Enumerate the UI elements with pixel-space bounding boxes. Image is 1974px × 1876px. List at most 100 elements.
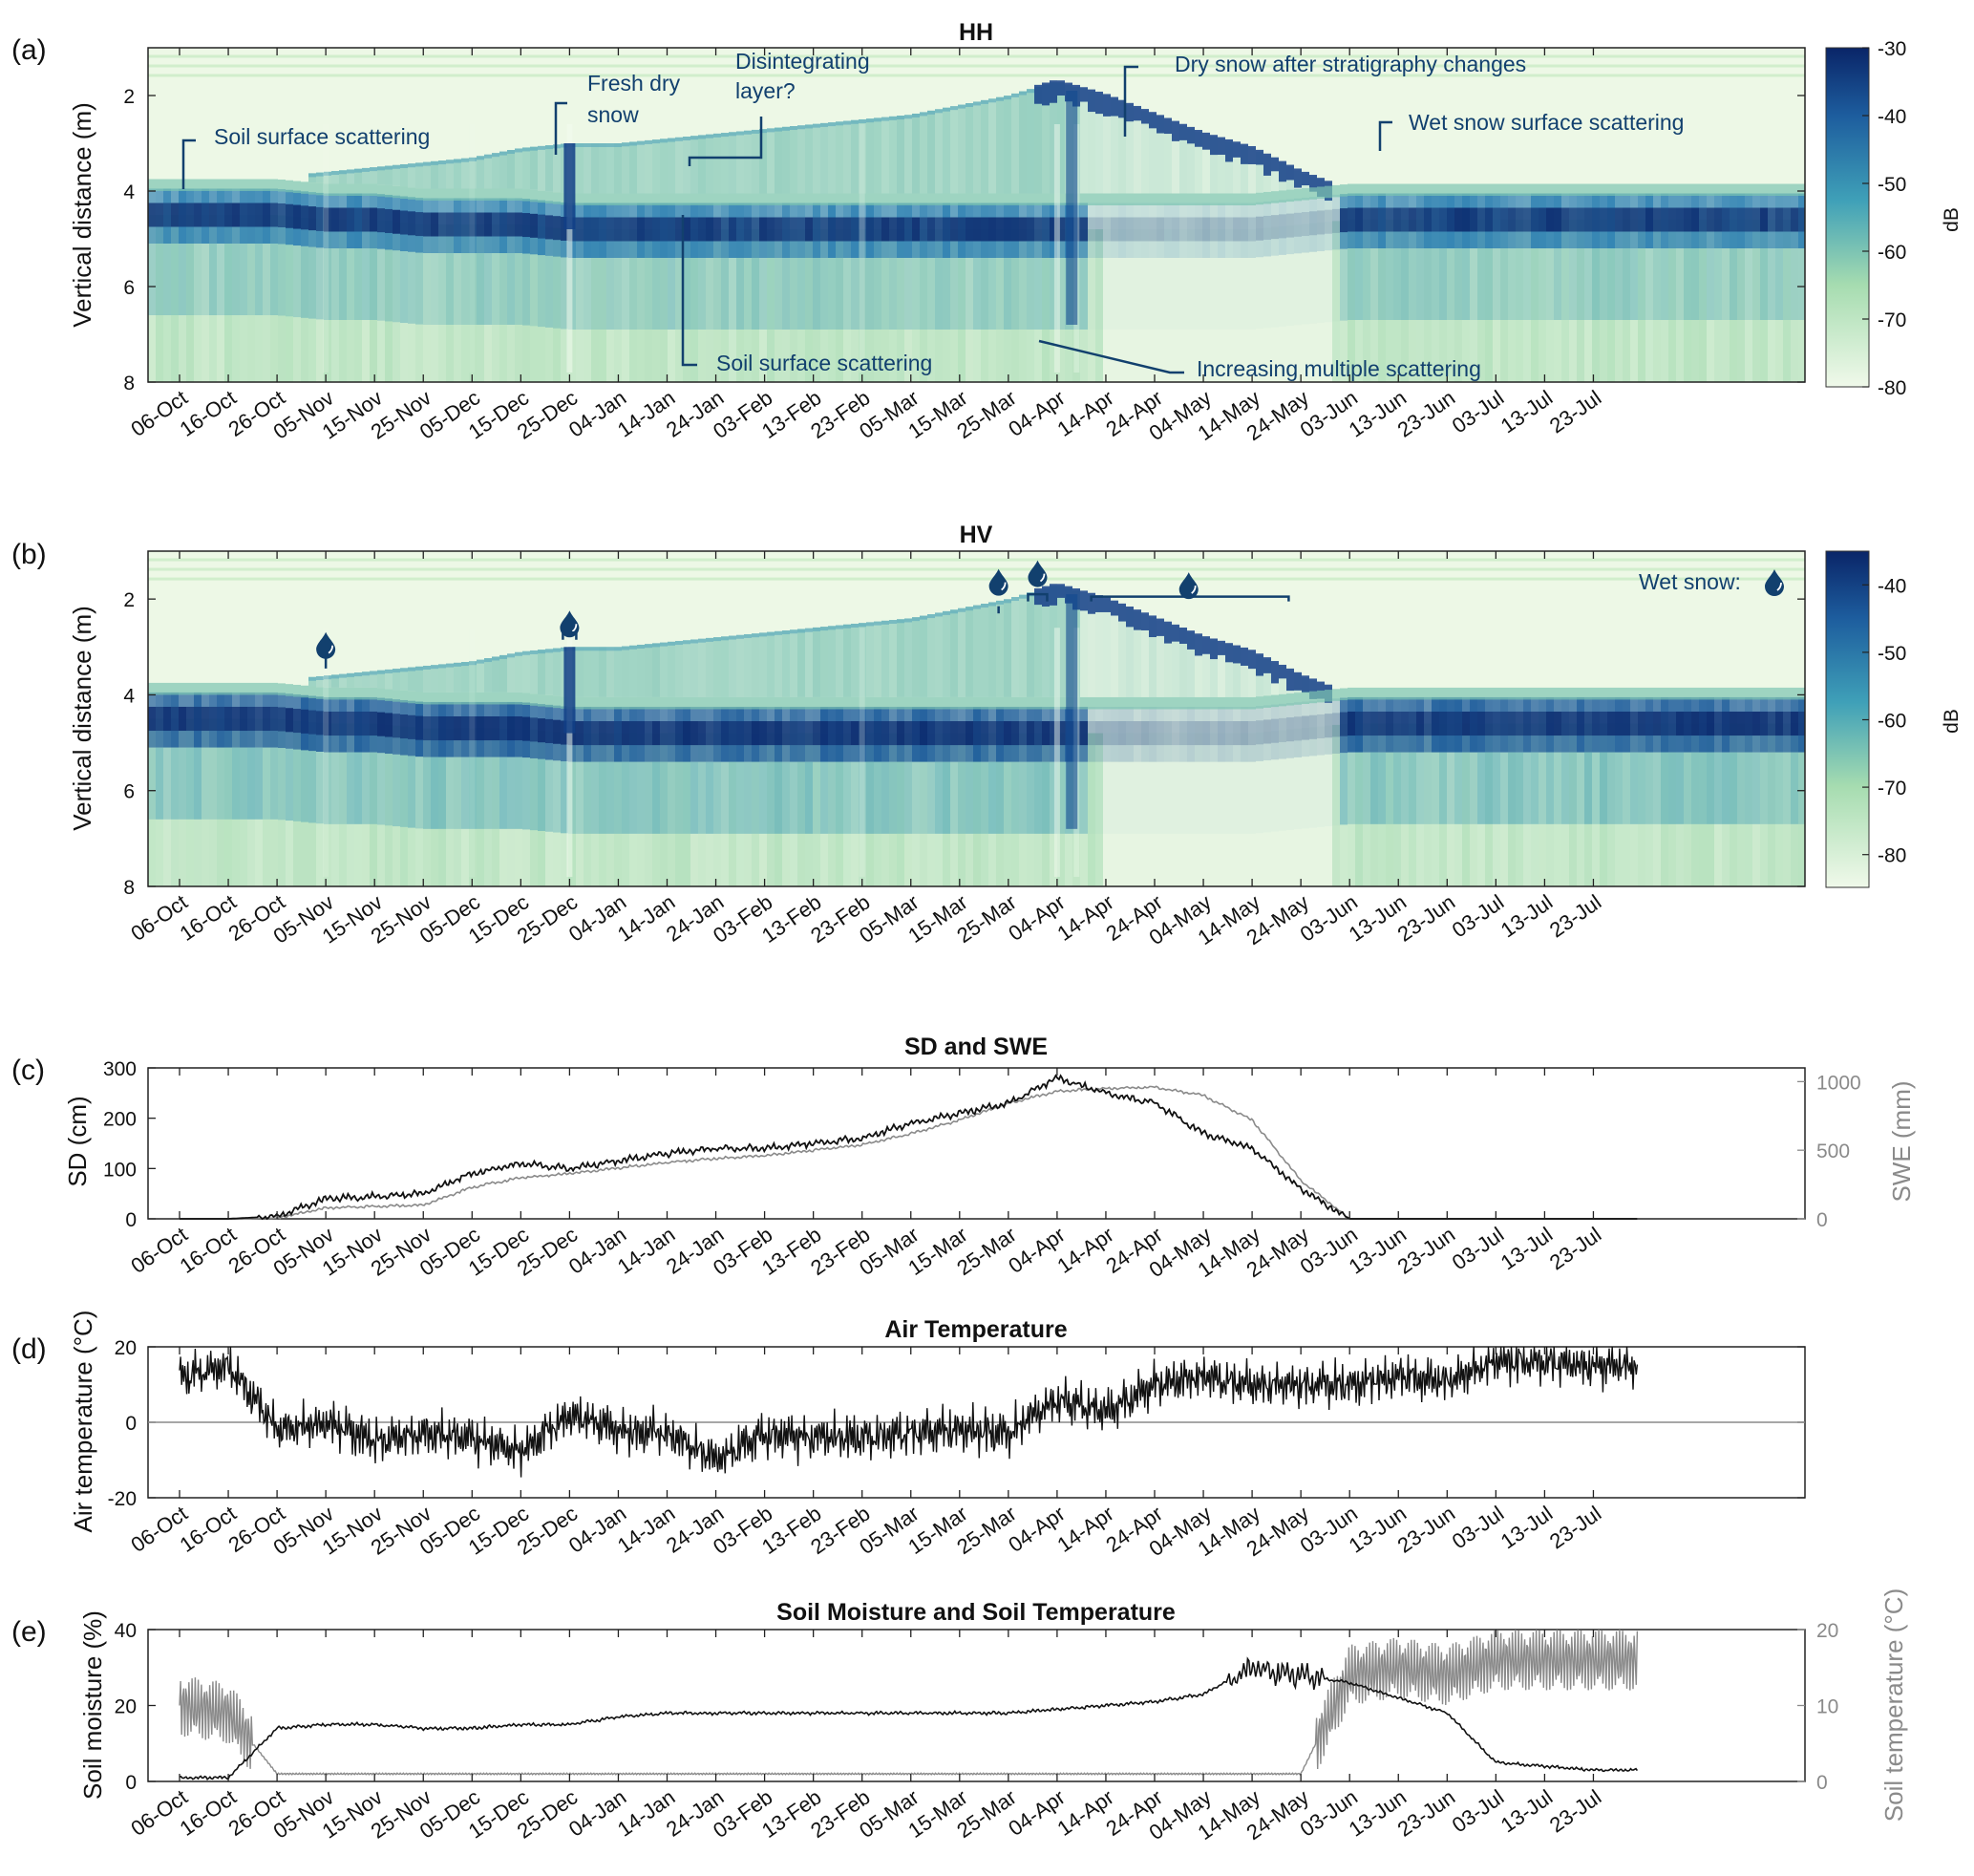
soil-fringe-column [247,682,255,695]
deep-scatter-column [1714,752,1722,824]
soil-band-column [1088,706,1095,762]
deep-scatter-column [1225,761,1233,834]
soil-band-column [1210,203,1218,258]
soil-core-column [782,217,790,242]
subsurface-column [1164,229,1172,382]
snow-surface-return [622,142,629,147]
soil-core-column [904,217,912,242]
deep-scatter-column [790,761,797,834]
deep-scatter-column [759,761,767,834]
soil-fringe-column [393,690,400,702]
soil-fringe-column [1432,183,1439,196]
subsurface-column [1050,733,1057,886]
snow-surface-return [767,128,775,133]
soil-fringe-column [698,193,706,205]
soil-core-column [1103,217,1111,242]
snowpack-column [1141,111,1149,194]
snowpack-column [1263,659,1271,696]
snowpack-column [362,167,370,184]
snow-surface-return [1263,657,1271,673]
soil-core-column [652,217,660,242]
soil-fringe-column [576,193,584,205]
soil-fringe-column [1348,687,1355,700]
soil-fringe-column [1004,696,1011,710]
soil-fringe-column [1516,687,1523,700]
soil-fringe-column [385,184,393,198]
soil-fringe-column [1791,183,1798,196]
snowpack-column [996,96,1004,194]
soil-fringe-column [1477,687,1485,700]
snow-surface-return [1256,149,1263,165]
snowpack-column [851,623,859,697]
deep-scatter-column [561,761,568,834]
soil-fringe-column [255,179,263,191]
soil-fringe-column [400,690,408,703]
snowpack-column [1187,128,1195,194]
soil-core-column [706,721,713,746]
subsurface-column [813,733,820,886]
soil-fringe-column [1256,696,1263,709]
deep-scatter-column [1378,248,1386,320]
soil-fringe-column [1164,696,1172,710]
soil-fringe-column [362,687,370,700]
soil-core-column [1325,209,1332,234]
soil-fringe-column [499,692,507,705]
snow-surface-return [515,148,522,153]
subsurface-column [301,721,308,886]
soil-fringe-column [927,193,935,205]
snow-surface-return [522,650,530,655]
snowpack-column [1088,594,1095,697]
soil-fringe-column [316,182,324,196]
snow-surface-return [637,140,645,145]
soil-fringe-column [912,193,920,205]
soil-fringe-column [660,193,668,205]
deep-scatter-column [156,244,163,315]
soil-core-column [1080,721,1088,746]
soil-core-column [1286,213,1294,238]
soil-core-column [1661,711,1668,736]
deep-scatter-column [209,747,217,820]
soil-fringe-column [943,696,950,710]
deep-scatter-column [1271,256,1279,328]
snow-surface-return [324,675,331,680]
subsurface-column [836,733,843,886]
subsurface-column [1462,220,1470,382]
snow-surface-return [362,672,370,676]
cb-tick-label: -80 [1878,845,1906,867]
subsurface-column [1554,723,1561,886]
soil-core-column [881,721,889,746]
panel-a-frame [147,47,1806,383]
soil-fringe-column [454,188,461,201]
soil-core-column [1309,714,1317,739]
snow-surface-return [1050,80,1057,103]
subsurface-column [1791,220,1798,382]
subsurface-column [530,729,538,886]
soil-core-column [263,706,270,732]
snowpack-column [866,622,874,697]
soil-fringe-column [1340,688,1348,701]
soil-fringe-column [996,193,1004,205]
snowpack-column [736,131,744,194]
soil-fringe-column [584,696,591,710]
soil-core-column [171,203,179,227]
snowpack-column [507,150,515,189]
deep-scatter-column [958,761,966,834]
soil-fringe-column [186,179,194,191]
deep-scatter-column [637,761,645,834]
deep-scatter-column [1569,752,1577,824]
soil-band-column [1256,706,1263,761]
deep-scatter-column [629,761,637,834]
snow-surface-return [920,112,927,117]
soil-fringe-column [446,692,454,705]
subsurface-column [263,718,270,886]
subsurface-column [1187,229,1195,382]
soil-core-column [1134,721,1141,746]
snow-surface-return [1118,99,1126,118]
subsurface-column [1218,733,1225,886]
panel-c-xticks: 06-Oct16-Oct26-Oct05-Nov15-Nov25-Nov05-D… [126,1068,1605,1282]
soil-fringe-column [1691,183,1699,196]
snowpack-column [530,650,538,694]
soil-core-column [1095,217,1103,242]
snowpack-column [622,142,629,194]
deep-scatter-column [1195,258,1202,330]
